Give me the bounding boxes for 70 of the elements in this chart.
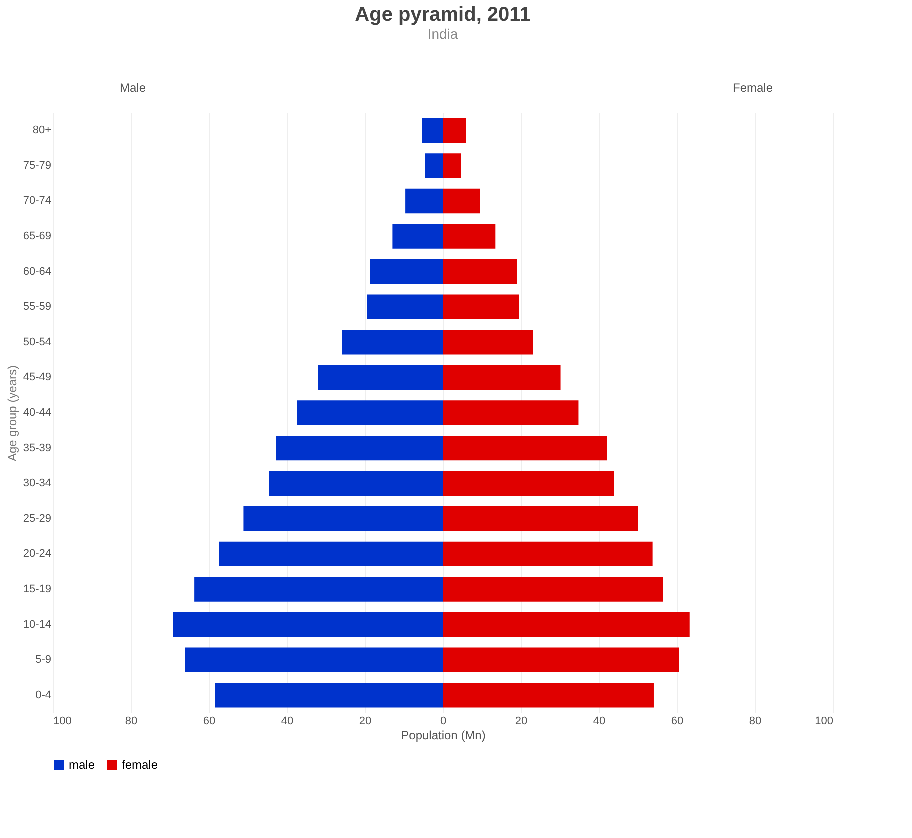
x-tick-label: 20 [515, 716, 528, 728]
x-tick-label: 100 [815, 716, 834, 728]
bar [443, 188, 480, 214]
x-tick-label: 20 [359, 716, 372, 728]
x-axis-title: Population (Mn) [401, 728, 486, 742]
bar [443, 259, 518, 284]
x-tick-label: 80 [749, 716, 762, 728]
bar [425, 154, 443, 178]
y-tick-label: 80+ [32, 124, 52, 137]
text: Female [732, 81, 774, 95]
y-tick-label: 35-39 [23, 442, 52, 454]
bar [443, 506, 638, 532]
x-tick-label: 60 [671, 716, 684, 728]
bar [269, 471, 443, 496]
bar [342, 330, 443, 355]
bar [443, 330, 534, 355]
bar [443, 154, 462, 178]
x-tick-label: 40 [593, 716, 606, 728]
bar [219, 542, 443, 567]
y-tick-label: 50-54 [23, 336, 52, 348]
y-tick-label: 15-19 [23, 583, 52, 596]
y-tick-label: 10-14 [23, 618, 52, 631]
y-tick-label: 55-59 [23, 301, 52, 314]
y-tick-label: 40-44 [23, 407, 52, 419]
bar [443, 612, 690, 638]
bar [443, 648, 680, 672]
bar [215, 683, 443, 708]
bar [297, 400, 443, 426]
y-tick-label: 65-69 [23, 230, 52, 243]
y-tick-label: 70-74 [23, 195, 52, 208]
bar [443, 683, 654, 708]
bar [392, 224, 443, 249]
chart-subtitle: India [428, 26, 458, 42]
y-tick-label: 75-79 [23, 160, 52, 172]
legend-label: female [122, 758, 158, 772]
bar [194, 577, 443, 602]
bar [276, 436, 443, 461]
x-tick-label: 80 [125, 716, 138, 728]
legend-label: male [69, 758, 96, 772]
bar [443, 542, 653, 567]
bar [443, 118, 466, 143]
y-axis-title: Age group (years) [5, 365, 20, 462]
bar [443, 294, 520, 320]
bar [367, 294, 443, 320]
x-tick-label: 60 [203, 716, 216, 728]
bar [443, 436, 608, 461]
y-tick-label: 45-49 [23, 372, 52, 384]
bar [443, 471, 614, 496]
bar [443, 224, 496, 249]
y-tick-label: 30-34 [23, 478, 52, 490]
bar [443, 365, 561, 390]
x-tick-label: 100 [54, 716, 72, 728]
bar [422, 118, 443, 143]
x-tick-label: 0 [440, 716, 447, 728]
y-tick-label: 5-9 [36, 654, 52, 666]
bar [370, 259, 443, 284]
y-tick-label: 60-64 [23, 266, 52, 278]
y-tick-label: 25-29 [23, 512, 52, 525]
bar [173, 612, 443, 638]
text: Male [120, 81, 146, 95]
x-tick-label: 40 [281, 716, 294, 728]
bar [406, 188, 443, 214]
chart-title: Age pyramid, 2011 [355, 4, 531, 26]
bar [443, 577, 664, 602]
y-tick-label: 0-4 [36, 689, 52, 702]
bar [185, 648, 443, 672]
bar [443, 400, 579, 426]
bar [318, 365, 443, 390]
bar [244, 506, 443, 532]
y-tick-label: 20-24 [23, 548, 52, 560]
